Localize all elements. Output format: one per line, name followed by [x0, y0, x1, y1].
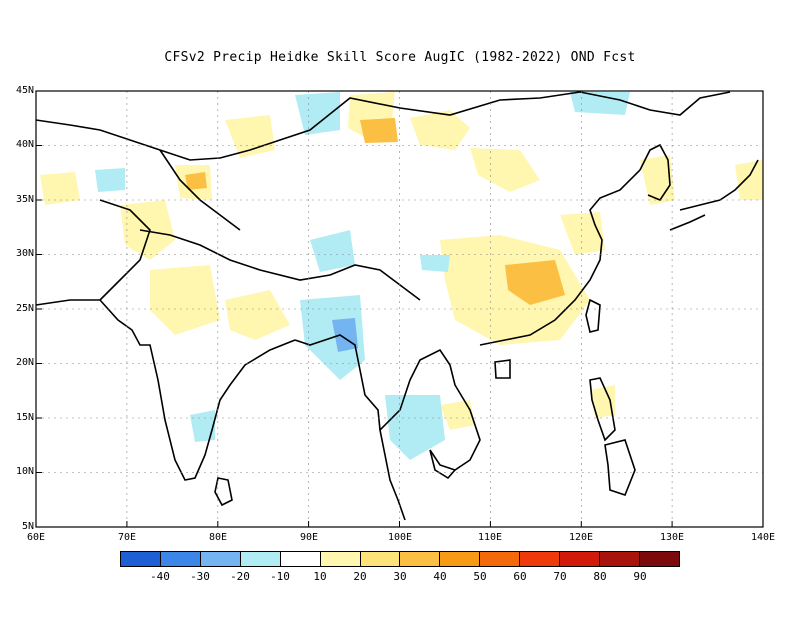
- positive-skill-region: [440, 400, 475, 430]
- colorbar-label: -40: [150, 570, 170, 583]
- colorbar-label: 20: [353, 570, 367, 583]
- positive-skill-region: [640, 155, 675, 205]
- lon-label: 120E: [568, 532, 594, 543]
- colorbar-cell: [200, 552, 241, 566]
- colorbar-cell: [240, 552, 281, 566]
- colorbar-label: 50: [473, 570, 487, 583]
- colorbar-label: -20: [230, 570, 250, 583]
- colorbar-label: -10: [270, 570, 290, 583]
- lon-label: 130E: [659, 532, 685, 543]
- positive-skill-region: [120, 200, 175, 260]
- coastlines: [35, 91, 759, 521]
- colorbar-label: 60: [513, 570, 527, 583]
- lon-label: 100E: [387, 532, 413, 543]
- colorbar-label: 40: [433, 570, 447, 583]
- colorbar-cell: [600, 552, 640, 566]
- colorbar-cell: [320, 552, 361, 566]
- lon-label: 80E: [208, 532, 228, 543]
- lat-label: 30N: [15, 248, 34, 259]
- colorbar-cell: [160, 552, 201, 566]
- positive-skill-region: [590, 385, 615, 418]
- positive-skill-region: [150, 265, 220, 335]
- positive-skill-region: [735, 160, 763, 200]
- colorbar-label: -30: [190, 570, 210, 583]
- colorbar-label: 70: [553, 570, 567, 583]
- map-border: [35, 90, 764, 528]
- lat-label: 5N: [21, 521, 34, 532]
- high-skill-region: [360, 118, 398, 143]
- lon-label: 140E: [750, 532, 776, 543]
- colorbar-cell: [280, 552, 321, 566]
- lat-label: 25N: [15, 303, 34, 314]
- negative-skill-region: [310, 230, 355, 272]
- positive-skill-region: [225, 290, 290, 340]
- lon-label: 110E: [477, 532, 503, 543]
- colorbar-label: 90: [633, 570, 647, 583]
- colorbar-label: 80: [593, 570, 607, 583]
- negative-skill-region: [570, 92, 630, 115]
- negative-skill-region: [420, 255, 450, 272]
- lat-label: 40N: [15, 139, 34, 150]
- colorbar-cell: [360, 552, 401, 566]
- lon-label: 70E: [117, 532, 137, 543]
- tick-marks: [36, 90, 673, 527]
- positive-skill-region: [225, 115, 275, 158]
- colorbar: [120, 551, 680, 567]
- lat-label: 35N: [15, 194, 34, 205]
- colorbar-label: 30: [393, 570, 407, 583]
- colorbar-label: 10: [313, 570, 327, 583]
- negative-skill-region: [95, 168, 125, 192]
- skill-shading: [40, 92, 763, 460]
- lon-label: 90E: [299, 532, 319, 543]
- high-skill-region: [185, 172, 207, 190]
- colorbar-cell: [400, 552, 441, 566]
- map-title: CFSv2 Precip Heidke Skill Score AugIC (1…: [164, 50, 636, 65]
- colorbar-cell: [121, 552, 161, 566]
- negative-skill-region: [295, 92, 340, 135]
- colorbar-cell: [520, 552, 561, 566]
- lat-label: 10N: [15, 466, 34, 477]
- colorbar-cell: [639, 552, 679, 566]
- colorbar-cell: [560, 552, 601, 566]
- positive-skill-region: [470, 148, 540, 192]
- colorbar-cell: [480, 552, 521, 566]
- negative-skill-region: [190, 410, 215, 442]
- high-skill-region: [505, 260, 565, 305]
- negative-skill-region: [385, 395, 445, 460]
- lat-label: 15N: [15, 412, 34, 423]
- lat-label: 20N: [15, 357, 34, 368]
- positive-skill-region: [40, 172, 80, 205]
- lat-label: 45N: [15, 85, 34, 96]
- lon-label: 60E: [26, 532, 46, 543]
- grid-lines: [36, 91, 763, 527]
- colorbar-cell: [440, 552, 481, 566]
- positive-skill-region: [410, 110, 470, 150]
